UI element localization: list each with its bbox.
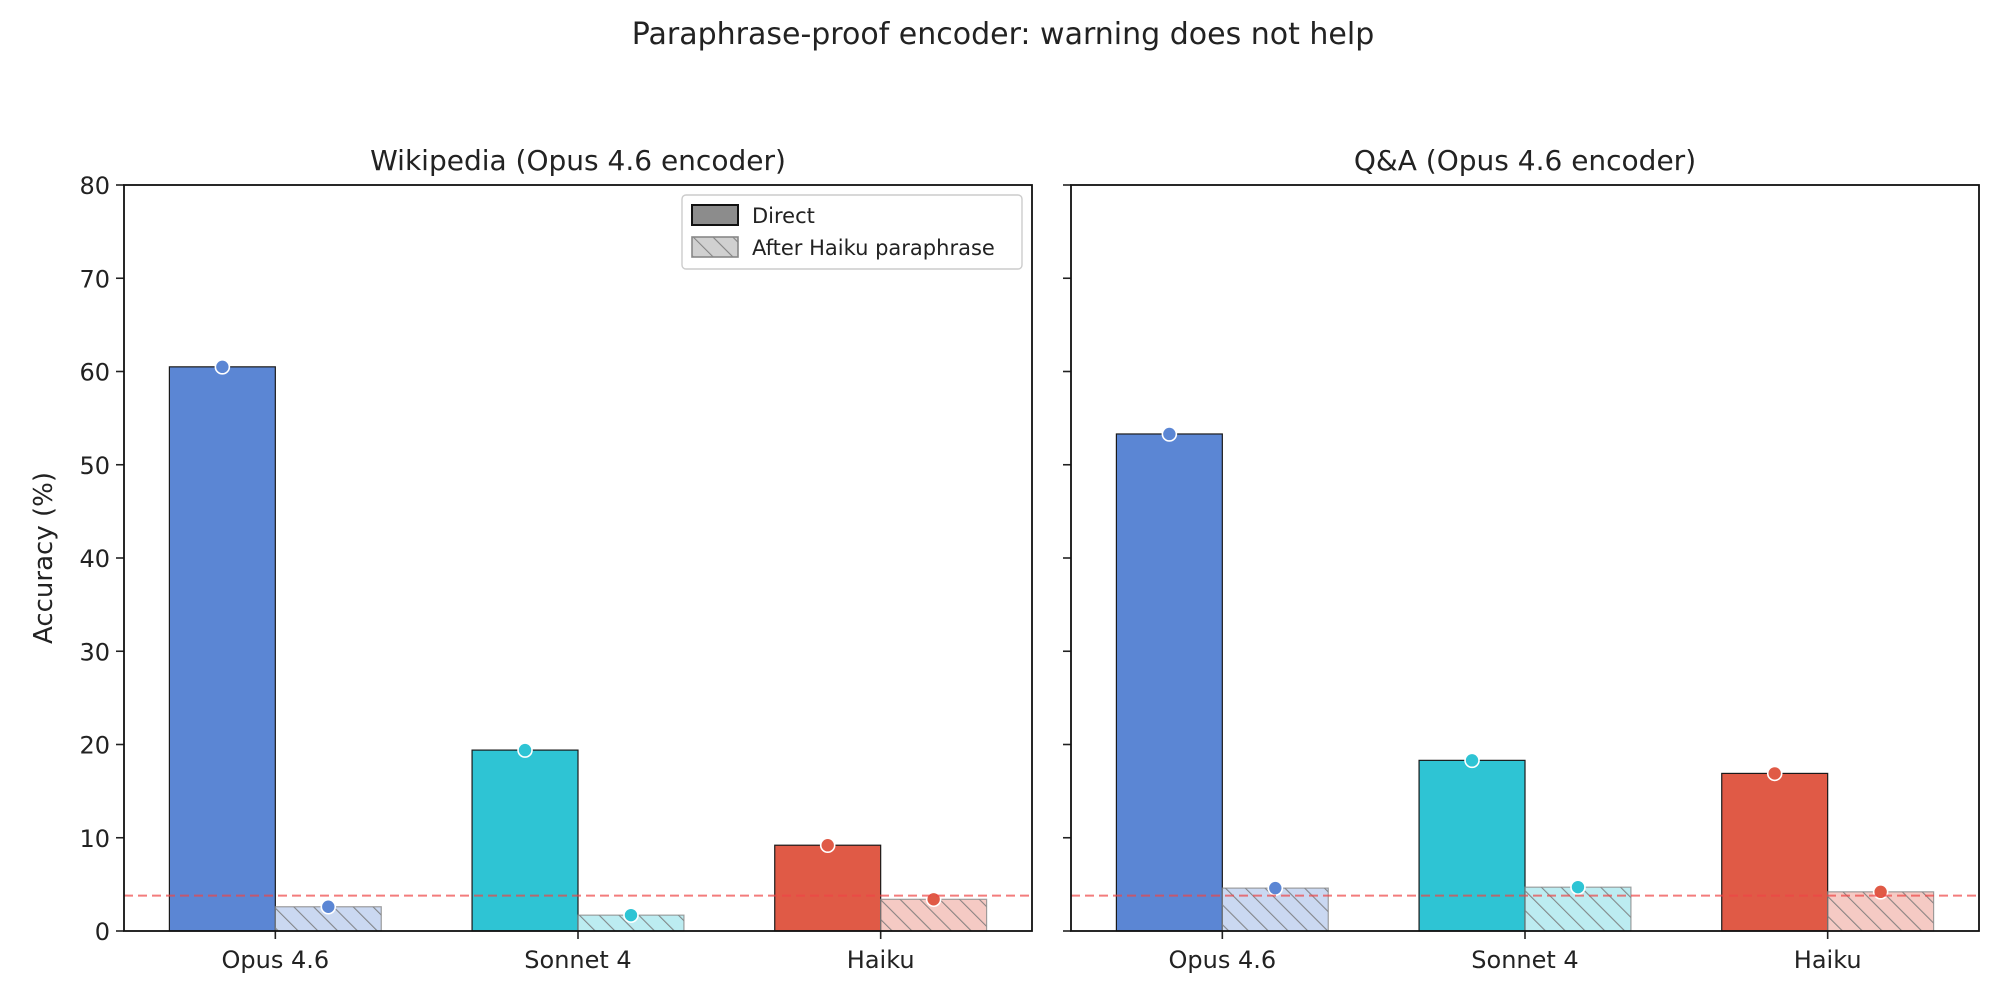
legend: Direct After Haiku paraphrase bbox=[681, 194, 1023, 270]
figure-title: Paraphrase-proof encoder: warning does n… bbox=[632, 17, 1375, 52]
y-tick-label: 80 bbox=[79, 172, 110, 200]
x-tick-label: Sonnet 4 bbox=[1471, 946, 1578, 974]
chart-panel-2: Q&A (Opus 4.6 encoder) Opus 4.6 Sonnet 4 Ha… bbox=[1063, 144, 1980, 974]
bar-direct-opus-4-6 bbox=[1115, 433, 1223, 932]
marker-direct-opus-4-6 bbox=[1161, 426, 1178, 442]
legend-label-paraphrase: After Haiku paraphrase bbox=[752, 236, 995, 260]
marker-paraphrase-opus-4-6 bbox=[320, 898, 337, 915]
x-tick-label: Haiku bbox=[847, 946, 915, 974]
bar-direct-sonnet-4 bbox=[471, 749, 579, 932]
y-tick-label: 10 bbox=[79, 825, 110, 853]
marker-direct-opus-4-6 bbox=[214, 359, 231, 375]
legend-swatch-paraphrase bbox=[691, 236, 739, 258]
bar-direct-sonnet-4 bbox=[1418, 759, 1526, 932]
legend-swatch-direct bbox=[691, 204, 739, 226]
legend-label-direct: Direct bbox=[752, 204, 815, 228]
y-tick-label: 20 bbox=[79, 732, 110, 760]
panel-title: Wikipedia (Opus 4.6 encoder) bbox=[370, 144, 786, 177]
y-tick-label: 60 bbox=[79, 359, 110, 387]
plot-frame bbox=[123, 184, 1033, 932]
bar-direct-opus-4-6 bbox=[168, 366, 276, 932]
marker-paraphrase-sonnet-4 bbox=[623, 907, 639, 923]
marker-paraphrase-sonnet-4 bbox=[1570, 879, 1586, 895]
x-tick-label: Opus 4.6 bbox=[1169, 946, 1277, 974]
chart-panel-1: Wikipedia (Opus 4.6 encoder) 0 10 20 30 40 50 6… bbox=[29, 144, 1033, 974]
x-tick-label: Haiku bbox=[1794, 946, 1862, 974]
legend-box bbox=[681, 194, 1023, 270]
bar-direct-haiku bbox=[774, 844, 882, 932]
marker-direct-sonnet-4 bbox=[517, 742, 533, 758]
marker-direct-haiku bbox=[819, 837, 836, 854]
marker-direct-sonnet-4 bbox=[1464, 752, 1480, 769]
y-tick-label: 70 bbox=[79, 265, 110, 293]
y-tick-label: 30 bbox=[79, 638, 110, 666]
plot-frame bbox=[1070, 184, 1980, 932]
x-tick-label: Opus 4.6 bbox=[222, 946, 330, 974]
marker-paraphrase-haiku bbox=[1872, 884, 1889, 900]
panel-title: Q&A (Opus 4.6 encoder) bbox=[1354, 144, 1696, 177]
marker-paraphrase-opus-4-6 bbox=[1267, 880, 1284, 896]
marker-direct-haiku bbox=[1766, 765, 1783, 782]
bar-direct-haiku bbox=[1721, 772, 1829, 932]
marker-paraphrase-haiku bbox=[925, 891, 942, 908]
y-axis-label: Accuracy (%) bbox=[29, 472, 59, 644]
y-tick-label: 50 bbox=[79, 452, 110, 480]
y-tick-label: 40 bbox=[79, 545, 110, 573]
x-tick-label: Sonnet 4 bbox=[524, 946, 631, 974]
y-tick-label: 0 bbox=[95, 918, 110, 946]
